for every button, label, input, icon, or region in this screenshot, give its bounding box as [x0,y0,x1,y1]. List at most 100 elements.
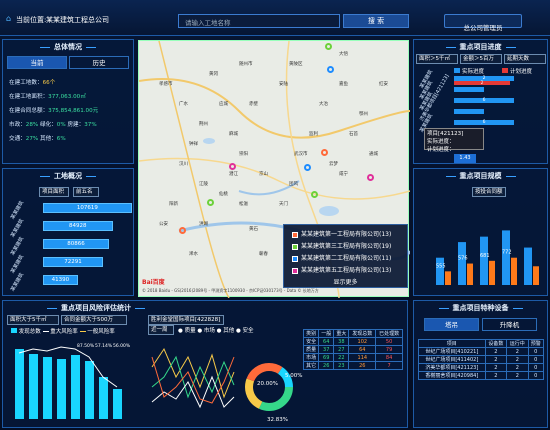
table-cell: 84 [375,353,403,362]
scale-bar [524,247,532,285]
project-select[interactable]: 胜利金堂国际项目[422828] [148,315,224,325]
table-row: 市场 69 22 114 84 [302,353,403,362]
map-city-label: 天门 [279,202,288,207]
legend-item-2[interactable]: 某某建筑第三工程局有限公司(19) [292,241,391,250]
scale-bar-secondary [445,271,451,285]
legend-item-3[interactable]: 某某建筑第二工程局有限公司(11) [292,253,391,262]
table-cell: 0 [527,347,544,356]
table-row[interactable]: 香榭丽舍项目[420984] 2 2 0 [418,371,544,380]
progress-title: 重点项目进度 [414,42,547,54]
show-more-link[interactable]: 显示更多 [333,279,358,286]
table-cell: 114 [348,353,377,362]
map-city-label: 钟祥 [189,142,198,147]
tab-tower-crane[interactable]: 塔吊 [424,318,479,331]
table-row[interactable]: 济美华都项目[421123] 2 2 0 [418,363,544,372]
overall-title: 总体情况 [3,42,133,54]
top-five-select[interactable]: 前五名 [73,187,99,197]
map-city-label: 团风 [289,182,298,187]
progress-actual-bar[interactable]: 6 [454,120,514,125]
workload-bar[interactable]: 80866 [43,239,109,249]
table-row[interactable]: 世纪广场项目[411402] 2 2 0 [418,355,544,364]
map-city-label: 麻城 [229,132,238,137]
risk-bar [71,355,80,419]
workload-bar[interactable]: 41390 [43,275,78,285]
risk-bar [99,377,108,419]
map-pin-pink[interactable] [229,163,236,170]
risk-area-select[interactable]: 面积大于5千㎡ [7,315,59,325]
map-city-label: 咸宁 [339,172,348,177]
table-cell: 64 [348,345,377,354]
table-cell: 2 [506,371,529,380]
map-pin-pink-2[interactable] [367,174,374,181]
delay-select[interactable]: 延期天数 [504,54,546,64]
table-row: 安全 64 38 102 50 [302,337,403,346]
tab-history[interactable]: 历史 [69,56,129,69]
risk-line-chart [151,347,235,409]
donut-label-3: 32.83% [267,417,288,423]
workload-bar[interactable]: 84928 [43,221,113,231]
table-cell: 64 [318,337,335,346]
admin-button[interactable]: 总公司管理员 [444,14,522,32]
map-pin-orange[interactable] [321,149,328,156]
table-header: 重大 [333,329,350,338]
table-cell: 济美华都项目[421123] [418,363,486,372]
map-city-label: 蕲春 [259,252,268,257]
map[interactable]: 孝感市随州市黄陂区武汉市鄂州咸宁仙桃天门汉川荆州监利赤壁嘉鱼洪湖通城崇阳通山阳新… [138,40,410,298]
scale-select[interactable]: 按投合同额 [472,187,506,197]
map-pin-green-3[interactable] [311,191,318,198]
table-cell: 27 [333,345,350,354]
table-cell: 23 [333,361,350,370]
progress-actual-bar[interactable] [454,87,484,92]
map-pin-green[interactable] [325,43,332,50]
map-city-label: 随州市 [239,62,253,67]
table-cell: 2 [506,363,529,372]
period-select[interactable]: 近一周 [148,325,174,335]
table-cell: 38 [333,337,350,346]
legend-item-4[interactable]: 某某建筑第五工程局有限公司(13) [292,265,391,274]
search-input[interactable]: 请输入工地名称 [178,14,340,28]
admin-button-label: 总公司管理员 [463,24,503,32]
progress-plan-bar[interactable]: 2 [454,81,510,85]
progress-actual-bar[interactable]: 2 [454,76,514,81]
map-pin-orange-2[interactable] [179,227,186,234]
risk-bar [85,361,94,419]
area-filter-select[interactable]: 面积＞5千㎡ [416,54,458,64]
tab-current[interactable]: 当前 [7,56,67,69]
map-city-label: 通城 [369,152,378,157]
risk-line [18,346,118,388]
scale-bar-value: 576 [458,256,468,262]
table-cell: 0 [527,355,544,364]
table-row[interactable]: 世纪广场项目[410221] 2 2 0 [418,347,544,356]
amount-filter-select[interactable]: 金额＞5百万 [460,54,502,64]
progress-actual-bar[interactable] [454,109,484,114]
table-cell: 安全 [302,337,320,346]
map-city-label: 崇阳 [239,152,248,157]
progress-actual-bar[interactable]: 6 [454,98,514,103]
map-pin-blue[interactable] [327,66,334,73]
table-row: 其它 26 23 26 7 [302,361,403,370]
map-pin-blue-2[interactable] [304,164,311,171]
table-cell: 香榭丽舍项目[420984] [418,371,486,380]
map-city-label: 应城 [219,102,228,107]
workload-bar[interactable]: 107619 [43,203,132,213]
location-pin-icon: ⌂ [6,14,12,23]
map-city-label: 浠水 [189,252,198,257]
tab-elevator[interactable]: 升降机 [482,318,537,331]
workload-bar[interactable]: 72291 [43,257,103,267]
map-pin-green-2[interactable] [207,199,214,206]
table-cell: 37 [318,345,335,354]
risk-amount-select[interactable]: 合同金额大于500万 [61,315,127,325]
area-select[interactable]: 项目面积 [39,187,69,197]
map-city-label: 潜江 [229,172,238,177]
risk-label: 57.14% [95,343,113,349]
risk-chart: 87.50% 57.14% 56.00% [15,343,131,419]
location-value: 某某建筑工程总公司 [46,16,109,24]
map-city-label: 松滋 [239,202,248,207]
search-button[interactable]: 搜 索 [343,14,409,28]
map-city-label: 石首 [349,132,358,137]
legend-plan: 计划进度 [502,67,532,75]
scale-bar [502,230,510,285]
legend-item-1[interactable]: 某某建筑第一工程局有限公司(13) [292,229,391,238]
workload-bar-label: 某某建筑 [9,272,26,293]
map-city-label: 武汉市 [294,152,308,157]
